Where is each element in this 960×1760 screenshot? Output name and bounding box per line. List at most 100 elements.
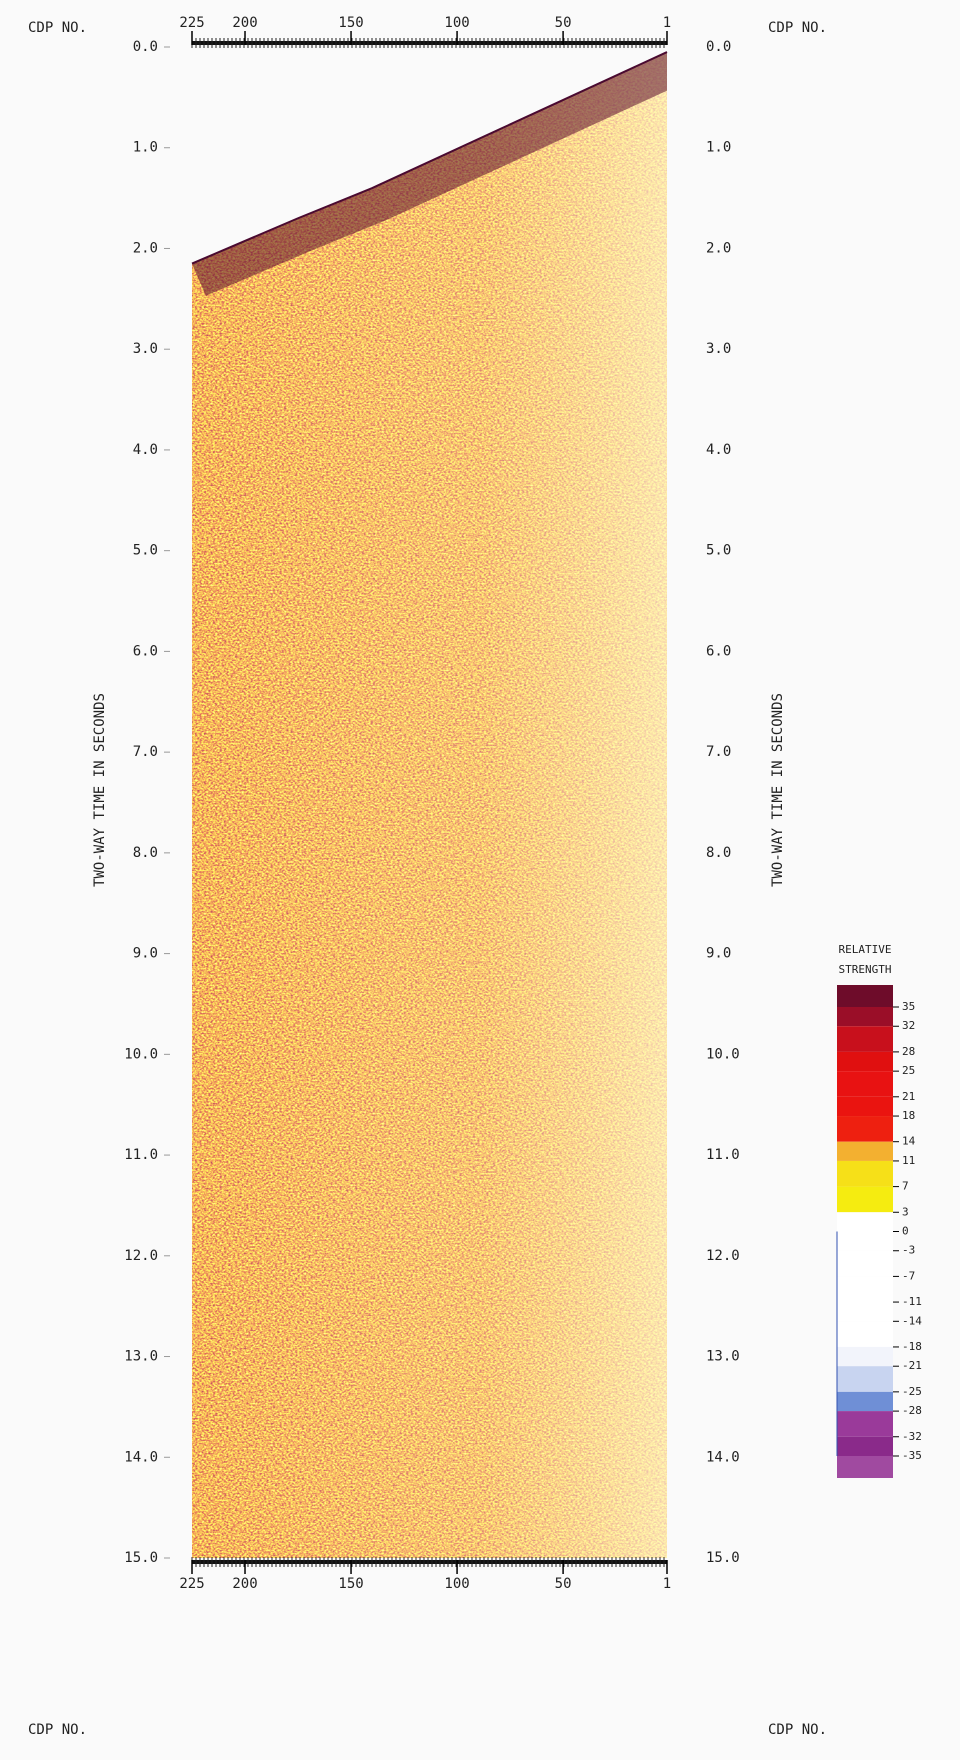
x-tick-label: 100	[444, 1576, 469, 1592]
colorbar-tick-label: 21	[902, 1090, 915, 1103]
x-tick-label: 50	[555, 1576, 572, 1592]
colorbar-tick-label: 32	[902, 1019, 915, 1032]
y-tick-label: 3.0	[133, 341, 158, 357]
y-tick-label: 5.0	[706, 543, 731, 559]
y-tick-label: 15.0	[706, 1550, 740, 1566]
y-tick-label: 9.0	[706, 946, 731, 962]
colorbar-band	[837, 1391, 893, 1412]
y-tick-label: 6.0	[133, 643, 158, 659]
colorbar-tick-label: -18	[902, 1340, 922, 1353]
colorbar-tick-label: -32	[902, 1430, 922, 1443]
x-tick-label: 150	[338, 15, 363, 31]
colorbar-tick-label: -7	[902, 1269, 915, 1282]
y-tick-label: 0.0	[133, 39, 158, 55]
x-axis-label: CDP NO.	[768, 1722, 827, 1738]
y-tick-label: 11.0	[706, 1147, 740, 1163]
colorbar-band	[837, 1366, 893, 1392]
colorbar-band	[837, 1456, 893, 1478]
colorbar-band	[837, 1302, 893, 1322]
x-tick-label: 1	[663, 1576, 671, 1592]
seismic-fade	[192, 52, 667, 1559]
colorbar-tick-label: -35	[902, 1449, 922, 1462]
y-tick-label: 12.0	[124, 1248, 158, 1264]
y-tick-label: 6.0	[706, 643, 731, 659]
colorbar-band	[837, 1250, 893, 1277]
cdp-ruler	[192, 41, 667, 45]
y-axis-label: TWO-WAY TIME IN SECONDS	[770, 693, 786, 887]
x-tick-label: 225	[179, 1576, 204, 1592]
y-tick-label: 4.0	[133, 442, 158, 458]
colorbar-band	[837, 985, 893, 1007]
y-tick-label: 13.0	[124, 1349, 158, 1365]
y-tick-label: 5.0	[133, 543, 158, 559]
colorbar-tick-label: 18	[902, 1109, 915, 1122]
y-tick-label: 14.0	[124, 1449, 158, 1465]
x-axis-label: CDP NO.	[768, 20, 827, 36]
y-axis-label: TWO-WAY TIME IN SECONDS	[92, 693, 108, 887]
y-tick-label: 3.0	[706, 341, 731, 357]
y-tick-label: 11.0	[124, 1147, 158, 1163]
x-axis-label: CDP NO.	[28, 20, 87, 36]
colorbar-tick-label: -3	[902, 1244, 915, 1257]
y-tick-label: 10.0	[124, 1046, 158, 1062]
colorbar-band	[837, 1212, 893, 1232]
colorbar-band	[837, 1160, 893, 1187]
colorbar-band	[837, 1411, 893, 1437]
y-tick-label: 9.0	[133, 946, 158, 962]
colorbar-tick-label: -25	[902, 1385, 922, 1398]
colorbar-title: STRENGTH	[839, 963, 892, 976]
x-tick-label: 150	[338, 1576, 363, 1592]
colorbar-tick-label: 0	[902, 1225, 909, 1238]
colorbar-tick-label: -21	[902, 1359, 922, 1372]
colorbar-tick-label: -28	[902, 1404, 922, 1417]
x-tick-label: 200	[232, 15, 257, 31]
y-tick-label: 7.0	[133, 744, 158, 760]
x-tick-label: 1	[663, 15, 671, 31]
colorbar-band	[837, 1276, 893, 1303]
colorbar-tick-label: 11	[902, 1154, 915, 1167]
colorbar-band	[837, 1051, 893, 1072]
cdp-ruler	[192, 1560, 667, 1564]
colorbar-band	[837, 1007, 893, 1027]
y-tick-label: 2.0	[133, 240, 158, 256]
y-tick-label: 1.0	[706, 140, 731, 156]
colorbar-tick-label: 35	[902, 1000, 915, 1013]
colorbar-tick-label: 25	[902, 1064, 915, 1077]
colorbar-band	[837, 1116, 893, 1142]
y-tick-label: 8.0	[706, 845, 731, 861]
colorbar-tick-label: -11	[902, 1295, 922, 1308]
y-tick-label: 10.0	[706, 1046, 740, 1062]
colorbar-band	[837, 1436, 893, 1456]
colorbar-band	[837, 1026, 893, 1052]
colorbar-band	[837, 1096, 893, 1117]
x-tick-label: 50	[555, 15, 572, 31]
y-tick-label: 15.0	[124, 1550, 158, 1566]
colorbar-band	[837, 1141, 893, 1161]
y-tick-label: 7.0	[706, 744, 731, 760]
colorbar-band	[837, 1186, 893, 1213]
x-axis-label: CDP NO.	[28, 1722, 87, 1738]
colorbar-band	[837, 1346, 893, 1367]
colorbar-tick-label: 28	[902, 1045, 915, 1058]
y-tick-label: 8.0	[133, 845, 158, 861]
y-tick-label: 12.0	[706, 1248, 740, 1264]
y-tick-label: 2.0	[706, 240, 731, 256]
colorbar-tick-label: 7	[902, 1180, 909, 1193]
x-tick-label: 200	[232, 1576, 257, 1592]
y-tick-label: 0.0	[706, 39, 731, 55]
colorbar-tick-label: 14	[902, 1135, 916, 1148]
x-tick-label: 100	[444, 15, 469, 31]
colorbar-tick-label: -14	[902, 1314, 922, 1327]
y-tick-label: 13.0	[706, 1349, 740, 1365]
colorbar-band	[837, 1071, 893, 1097]
colorbar-band	[837, 1231, 893, 1251]
y-tick-label: 4.0	[706, 442, 731, 458]
y-tick-label: 14.0	[706, 1449, 740, 1465]
colorbar-title: RELATIVE	[839, 943, 892, 956]
x-tick-label: 225	[179, 15, 204, 31]
colorbar-band	[837, 1321, 893, 1347]
data-top-boundary	[191, 51, 668, 265]
y-tick-label: 1.0	[133, 140, 158, 156]
